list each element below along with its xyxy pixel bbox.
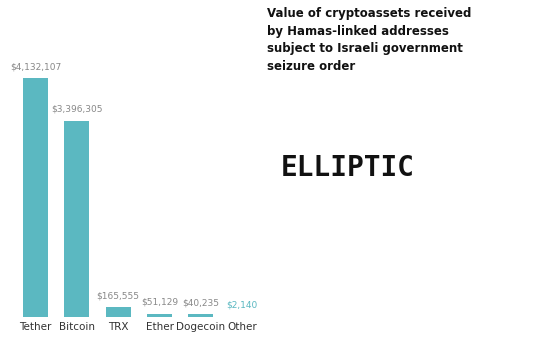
Text: $3,396,305: $3,396,305 xyxy=(51,105,103,114)
Text: $51,129: $51,129 xyxy=(141,298,178,307)
Text: $40,235: $40,235 xyxy=(182,298,219,307)
Bar xyxy=(189,314,213,317)
Text: $2,140: $2,140 xyxy=(226,301,258,309)
Text: ELLIPTIC: ELLIPTIC xyxy=(280,154,414,182)
Bar xyxy=(147,314,172,317)
Bar xyxy=(65,121,89,317)
Bar xyxy=(23,78,48,317)
Text: Value of cryptoassets received
by Hamas-linked addresses
subject to Israeli gove: Value of cryptoassets received by Hamas-… xyxy=(267,7,472,73)
Bar xyxy=(106,307,131,317)
Text: $165,555: $165,555 xyxy=(97,291,140,300)
Text: $4,132,107: $4,132,107 xyxy=(10,62,61,71)
